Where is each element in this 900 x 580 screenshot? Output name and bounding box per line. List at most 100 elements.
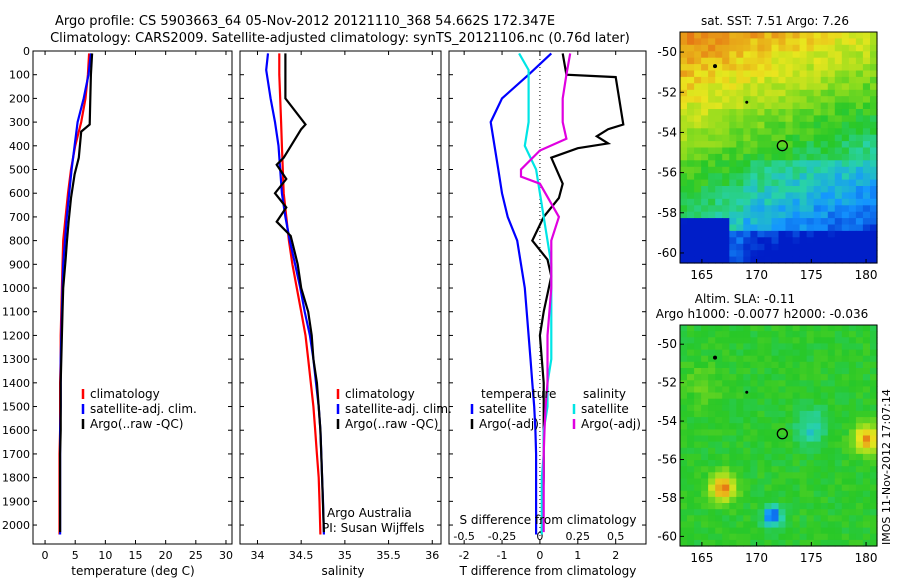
map-cell	[806, 243, 815, 251]
map-cell	[785, 224, 794, 232]
map-cell	[870, 96, 878, 104]
map-cell	[771, 83, 780, 91]
depth-tick-label: 200	[9, 92, 30, 105]
map-cell	[687, 527, 695, 535]
map-x-tick-label: 180	[855, 268, 878, 282]
map-cell	[848, 57, 857, 65]
map-cell	[785, 539, 794, 547]
map-cell	[687, 374, 695, 381]
map-cell	[708, 102, 716, 110]
depth-tick-label: 1000	[2, 282, 30, 295]
map-cell	[743, 478, 751, 486]
map-cell	[750, 380, 758, 387]
map-cell	[813, 83, 822, 91]
map-cell	[806, 423, 815, 430]
map-cell	[715, 539, 723, 547]
map-cell	[862, 51, 871, 59]
legend-label: satellite	[581, 402, 629, 416]
map-cell	[848, 76, 857, 84]
map-cell	[799, 250, 808, 258]
map-cell	[792, 160, 801, 168]
map-cell	[813, 368, 822, 375]
map-cell	[722, 490, 730, 498]
map-cell	[834, 361, 843, 369]
map-cell	[701, 179, 709, 187]
map-cell	[827, 361, 836, 369]
x-tick-label: -2	[459, 549, 470, 562]
depth-tick-label: 1900	[2, 495, 30, 508]
map-cell	[862, 115, 871, 123]
map-cell	[729, 447, 737, 455]
map-cell	[841, 179, 850, 187]
map-cell	[820, 521, 829, 529]
map-cell	[701, 380, 709, 387]
map-cell	[855, 521, 864, 529]
map-cell	[813, 521, 822, 529]
map-cell	[729, 224, 737, 232]
map-cell	[708, 349, 716, 357]
map-cell	[708, 243, 716, 251]
map-cell	[729, 478, 737, 486]
map-cell	[799, 325, 808, 332]
map-cell	[764, 527, 772, 535]
map-cell	[806, 355, 815, 363]
map-cell	[799, 527, 808, 535]
map-cell	[771, 423, 780, 430]
map-cell	[771, 410, 780, 418]
map-cell	[722, 509, 730, 516]
map-cell	[687, 115, 695, 123]
map-cell	[715, 374, 723, 381]
map-cell	[736, 205, 744, 213]
map-cell	[862, 256, 871, 264]
map-cell	[841, 386, 850, 394]
map-cell	[855, 153, 864, 161]
map-cell	[813, 386, 822, 394]
map-cell	[722, 218, 730, 226]
map-cell	[757, 237, 765, 245]
map-cell	[870, 343, 878, 351]
map-cell	[680, 472, 688, 479]
map-cell	[848, 89, 857, 97]
map-cell	[848, 224, 857, 232]
map-cell	[855, 211, 864, 219]
map-cell	[862, 410, 871, 418]
map-cell	[827, 368, 836, 375]
map-cell	[870, 503, 878, 510]
map-cell	[771, 173, 780, 181]
x-tick-label: 0	[536, 549, 543, 562]
map-cell	[813, 337, 822, 344]
map-cell	[870, 243, 878, 251]
map-cell	[743, 521, 751, 529]
map-cell	[827, 109, 836, 116]
map-cell	[813, 392, 822, 400]
map-cell	[855, 404, 864, 412]
map-cell	[750, 76, 758, 84]
map-cell	[771, 441, 780, 449]
map-cell	[785, 51, 794, 59]
map-cell	[736, 44, 744, 52]
map-cell	[764, 256, 772, 264]
map-cell	[715, 153, 723, 161]
map-cell	[757, 515, 765, 522]
map-cell	[701, 250, 709, 258]
map-cell	[806, 521, 815, 529]
map-cell	[820, 51, 829, 59]
map-cell	[855, 186, 864, 193]
map-cell	[841, 374, 850, 381]
map-cell	[687, 515, 695, 522]
map-cell	[827, 417, 836, 424]
map-cell	[855, 134, 864, 142]
map-cell	[750, 343, 758, 351]
map-cell	[771, 368, 780, 375]
map-cell	[813, 349, 822, 357]
map-cell	[785, 205, 794, 213]
map-cell	[820, 374, 829, 381]
map-cell	[715, 205, 723, 213]
map-cell	[841, 515, 850, 522]
map-cell	[827, 441, 836, 449]
map-cell	[750, 70, 758, 78]
map-cell	[750, 337, 758, 344]
map-cell	[722, 478, 730, 486]
map-cell	[848, 141, 857, 149]
map-cell	[792, 374, 801, 381]
